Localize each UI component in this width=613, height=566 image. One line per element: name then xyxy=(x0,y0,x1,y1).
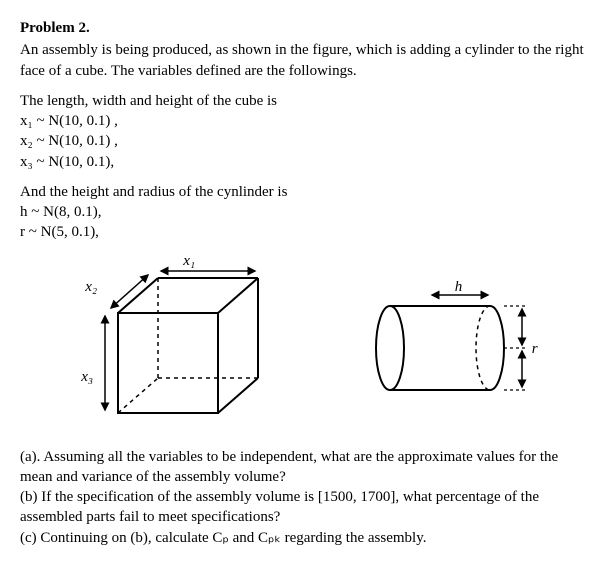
cylinder-figure: h r xyxy=(360,273,550,413)
label-x1: x₁ xyxy=(183,251,195,271)
problem-title: Problem 2. xyxy=(20,18,593,38)
cube-section: The length, width and height of the cube… xyxy=(20,91,593,172)
label-x3: x₃ xyxy=(81,367,93,387)
question-c: (c) Continuing on (b), calculate Cₚ and … xyxy=(20,528,593,548)
cube-x1: x₁ ~ N(10, 0.1) , xyxy=(20,111,593,131)
cube-figure: x₁ x₂ x₃ xyxy=(63,253,273,433)
cube-intro: The length, width and height of the cube… xyxy=(20,91,593,111)
label-r: r xyxy=(532,339,538,359)
question-a: (a). Assuming all the variables to be in… xyxy=(20,447,593,488)
problem-intro: An assembly is being produced, as shown … xyxy=(20,40,593,81)
cyl-h: h ~ N(8, 0.1), xyxy=(20,202,593,222)
cyl-intro: And the height and radius of the cynlind… xyxy=(20,182,593,202)
cyl-r: r ~ N(5, 0.1), xyxy=(20,222,593,242)
label-x2: x₂ xyxy=(85,277,97,297)
label-h: h xyxy=(455,277,463,297)
figure-row: x₁ x₂ x₃ xyxy=(20,253,593,433)
cube-x2: x₂ ~ N(10, 0.1) , xyxy=(20,131,593,151)
question-b: (b) If the specification of the assembly… xyxy=(20,487,593,528)
cube-x3: x₃ ~ N(10, 0.1), xyxy=(20,152,593,172)
cylinder-section: And the height and radius of the cynlind… xyxy=(20,182,593,243)
